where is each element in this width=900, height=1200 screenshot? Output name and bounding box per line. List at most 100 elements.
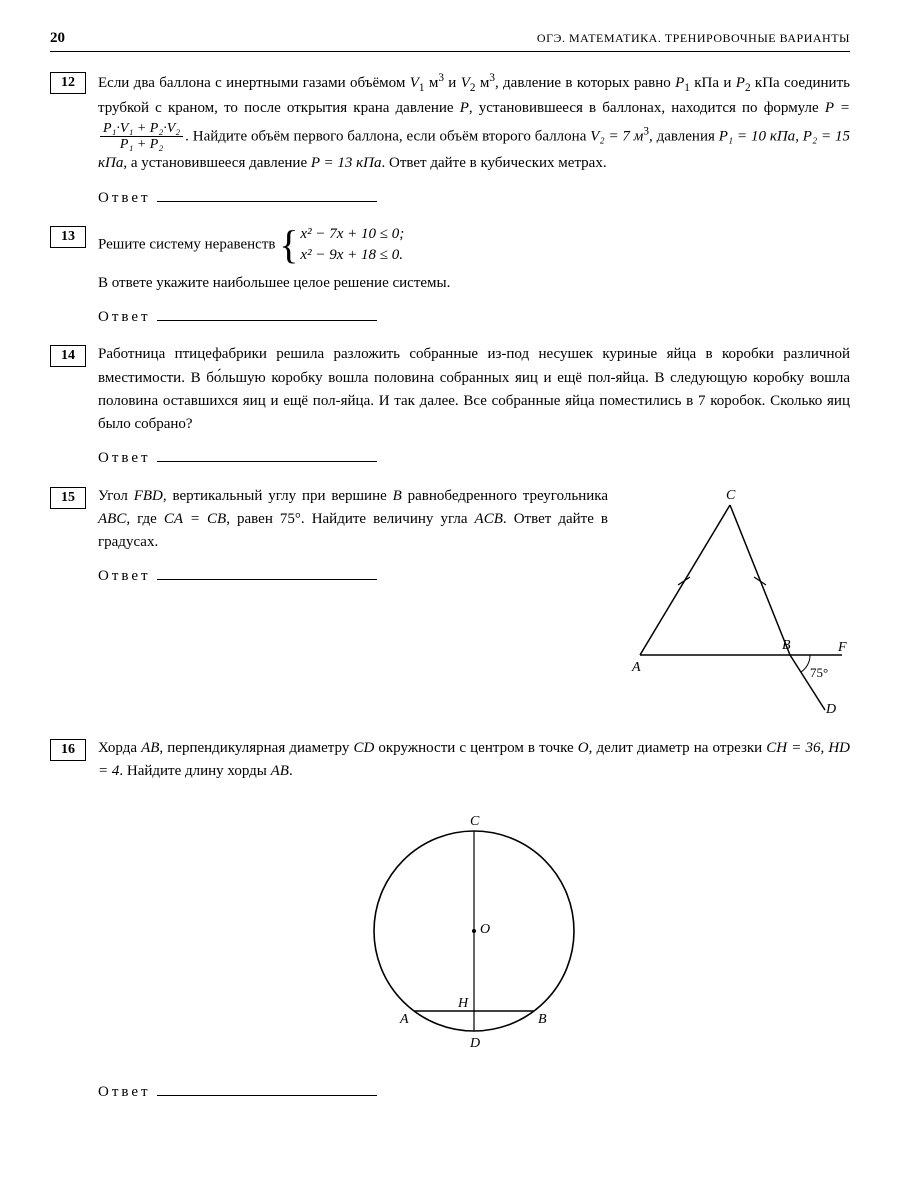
answer-blank[interactable] <box>157 446 377 462</box>
text: Если два баллона с инертными газами объё… <box>98 75 410 91</box>
label-B: B <box>782 638 791 653</box>
text: Работница птицефабрики решила разложить … <box>98 346 850 432</box>
text: , давления <box>649 128 719 144</box>
label-H: H <box>457 996 469 1011</box>
label-O: O <box>480 922 490 937</box>
problem-16: 16 Хорда AB, перпендикулярная диаметру C… <box>50 737 850 1104</box>
var: B <box>393 488 402 504</box>
text: . <box>289 763 293 779</box>
problem-body: Решите систему неравенств { x² − 7x + 10… <box>98 224 850 330</box>
text: В ответе укажите наибольшее целое решени… <box>98 272 850 295</box>
label-F: F <box>837 640 847 655</box>
problem-body: Хорда AB, перпендикулярная диаметру CD о… <box>98 737 850 1104</box>
text: , давление в которых равно <box>495 75 675 91</box>
answer-label: Ответ <box>98 450 151 466</box>
answer-line: Ответ <box>98 186 850 210</box>
triangle-svg: A B C F D 75° <box>620 485 850 715</box>
text: , вертикальный углу при вершине <box>163 488 393 504</box>
problem-number-box: 15 <box>50 487 86 509</box>
problem-number-box: 12 <box>50 72 86 94</box>
var: CD <box>353 740 374 756</box>
problem-number-box: 14 <box>50 345 86 367</box>
label-C: C <box>726 488 736 503</box>
var: P <box>460 100 469 116</box>
text: Угол <box>98 488 134 504</box>
system-line-2: x² − 9x + 18 ≤ 0. <box>300 245 404 266</box>
answer-label: Ответ <box>98 309 151 325</box>
problem-14: 14 Работница птицефабрики решила разложи… <box>50 343 850 470</box>
answer-blank[interactable] <box>157 564 377 580</box>
label-D: D <box>825 702 836 715</box>
fraction-num: P₁·V₁ + P₂·V₂ <box>100 121 183 137</box>
var: P = 13 кПа <box>311 155 382 171</box>
answer-label: Ответ <box>98 190 151 206</box>
problem-number-box: 13 <box>50 226 86 248</box>
problem-number-box: 16 <box>50 739 86 761</box>
label-angle: 75° <box>810 665 828 680</box>
answer-label: Ответ <box>98 568 151 584</box>
fraction: P₁·V₁ + P₂·V₂P₁ + P₂ <box>100 121 183 153</box>
page-header: 20 ОГЭ. МАТЕМАТИКА. ТРЕНИРОВОЧНЫЕ ВАРИАН… <box>50 30 850 52</box>
var: AB <box>141 740 159 756</box>
left-brace-icon: { <box>279 225 298 265</box>
label-A: A <box>631 660 641 675</box>
text: и <box>444 75 461 91</box>
answer-line: Ответ <box>98 1080 850 1104</box>
var: CA = CB <box>164 511 226 527</box>
triangle-figure: A B C F D 75° <box>620 485 850 723</box>
problem-13: 13 Решите систему неравенств { x² − 7x +… <box>50 224 850 330</box>
var: P <box>736 75 745 91</box>
fraction-den: P₁ + P₂ <box>100 137 183 152</box>
text: м <box>424 75 438 91</box>
var: ABC <box>98 511 126 527</box>
problem-body: Если два баллона с инертными газами объё… <box>98 70 850 210</box>
var: V <box>410 75 419 91</box>
text: Хорда <box>98 740 141 756</box>
circle-svg: C D O H A B <box>344 801 604 1061</box>
answer-line: Ответ <box>98 446 850 470</box>
label-D: D <box>469 1036 480 1051</box>
inequality-system: { x² − 7x + 10 ≤ 0; x² − 9x + 18 ≤ 0. <box>279 224 404 266</box>
var: P <box>675 75 684 91</box>
page-number: 20 <box>50 30 65 47</box>
var: ACB <box>475 511 503 527</box>
text: , а установившееся давление <box>123 155 311 171</box>
var: AB <box>271 763 289 779</box>
text: , где <box>126 511 164 527</box>
system-line-1: x² − 7x + 10 ≤ 0; <box>300 224 404 245</box>
problem-15: 15 A B <box>50 485 850 723</box>
text: кПа <box>690 75 719 91</box>
text: . Найдите объём первого баллона, если об… <box>185 128 590 144</box>
problem-body: A B C F D 75° Угол FBD, вертикальный угл… <box>98 485 850 723</box>
eq-lhs: P = <box>825 100 850 116</box>
answer-blank[interactable] <box>157 305 377 321</box>
var: P₁ = 10 кПа <box>719 128 795 144</box>
text: окружности с центром в точке <box>374 740 578 756</box>
text: , делит диаметр на отрезки <box>589 740 767 756</box>
system-lines: x² − 7x + 10 ≤ 0; x² − 9x + 18 ≤ 0. <box>300 224 404 266</box>
label-A: A <box>399 1012 409 1027</box>
text: и <box>719 75 736 91</box>
var: FBD <box>134 488 163 504</box>
text: м <box>475 75 489 91</box>
text: , равен 75°. Найдите величину угла <box>226 511 474 527</box>
answer-label: Ответ <box>98 1084 151 1100</box>
label-C: C <box>470 814 480 829</box>
page: 20 ОГЭ. МАТЕМАТИКА. ТРЕНИРОВОЧНЫЕ ВАРИАН… <box>0 0 900 1200</box>
text: . Ответ дайте в кубических метрах. <box>382 155 607 171</box>
text: , <box>795 128 803 144</box>
label-B: B <box>538 1012 547 1027</box>
var: V₂ = 7 м <box>590 128 643 144</box>
var: CH = 36 <box>766 740 820 756</box>
text: . Найдите длину хорды <box>119 763 270 779</box>
text: , установившееся в баллонах, находится п… <box>469 100 825 116</box>
answer-blank[interactable] <box>157 1080 377 1096</box>
book-title: ОГЭ. МАТЕМАТИКА. ТРЕНИРОВОЧНЫЕ ВАРИАНТЫ <box>537 31 850 46</box>
text: , перпендикулярная диаметру <box>159 740 353 756</box>
answer-blank[interactable] <box>157 186 377 202</box>
circle-figure: C D O H A B <box>98 801 850 1069</box>
text: Решите систему неравенств <box>98 236 279 252</box>
problem-12: 12 Если два баллона с инертными газами о… <box>50 70 850 210</box>
text: равнобедренного треугольника <box>402 488 608 504</box>
var: V <box>461 75 470 91</box>
